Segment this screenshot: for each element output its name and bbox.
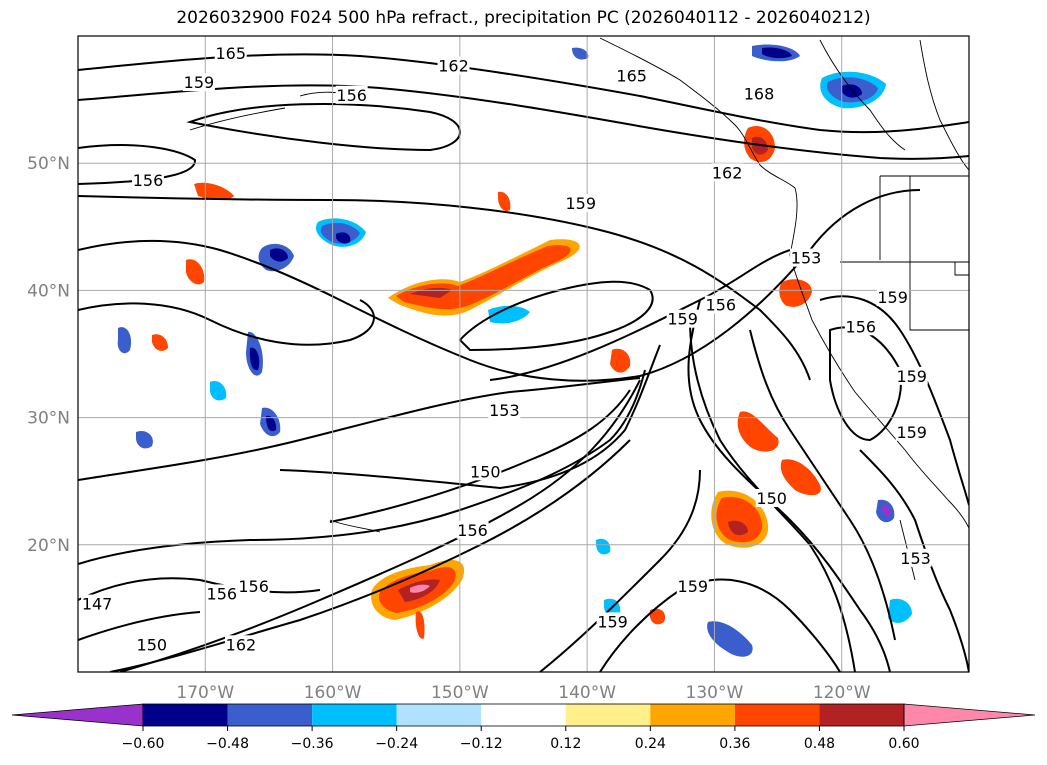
colorbar-tick-label: 0.48 [804, 736, 835, 752]
contour-label-bg [237, 576, 270, 595]
contour-label: 159 [597, 612, 628, 631]
latitude-labels: 20°N 30°N 40°N 50°N [27, 154, 70, 556]
contour-label-bg [135, 635, 168, 654]
contour-label-bg [755, 489, 788, 508]
lat-tick-label: 50°N [27, 154, 70, 174]
contour-label: 159 [877, 288, 908, 307]
colorbar-tick-label: 0.36 [719, 736, 750, 752]
contour-label-bg [132, 171, 165, 190]
precipitation-shading [117, 44, 912, 657]
contour-label-bg [615, 66, 648, 85]
contour-label: 159 [566, 194, 597, 213]
colorbar-swatch [565, 704, 651, 726]
contour-label-bg [335, 85, 368, 104]
contour-label-bg [456, 520, 489, 539]
colorbar-swatch [396, 704, 482, 726]
contour-label-bg [469, 462, 502, 481]
lat-tick-label: 40°N [27, 281, 70, 301]
lon-tick-label: 120°W [813, 683, 871, 703]
map-frame [77, 35, 970, 673]
contour-label-bg [437, 56, 470, 75]
colorbar-swatch [312, 704, 397, 726]
contour-label-bg [564, 193, 597, 212]
contour-label-bg [81, 594, 114, 613]
contour-label: 168 [744, 85, 775, 104]
lon-tick-label: 140°W [558, 683, 616, 703]
contour-label: 159 [678, 577, 709, 596]
contour-label-bg [488, 401, 521, 420]
colorbar-swatch [143, 704, 228, 726]
contour-label: 156 [336, 86, 367, 105]
colorbar-extend-low [11, 703, 144, 727]
graticule [78, 36, 969, 672]
contour-label: 153 [489, 401, 520, 420]
contour-label: 150 [137, 635, 168, 654]
contour-label-bg [876, 288, 909, 307]
lon-tick-label: 150°W [431, 683, 489, 703]
contour-label-bg [666, 309, 699, 328]
contour-label: 162 [226, 635, 257, 654]
colorbar-swatch [227, 704, 313, 726]
contour-label-bg [596, 612, 629, 631]
contour-label: 156 [133, 171, 164, 190]
contour-label: 156 [238, 577, 269, 596]
contour-label-bg [711, 163, 744, 182]
contour-label: 150 [756, 489, 787, 508]
colorbar-swatch [481, 704, 566, 726]
contour-label-bg [899, 548, 932, 567]
contour-label-bg [214, 43, 247, 62]
contour-label-bg [790, 248, 823, 267]
contour-label-bg [676, 576, 709, 595]
lon-tick-label: 170°W [176, 683, 234, 703]
contour-label: 165 [616, 67, 647, 86]
contour-label-bg [895, 366, 928, 385]
contour-label-bg [182, 73, 215, 92]
colorbar-tick-label: −0.48 [206, 736, 249, 752]
contour-label: 156 [846, 317, 877, 336]
map-title: 2026032900 F024 500 hPa refract., precip… [176, 8, 871, 28]
contour-label: 159 [896, 423, 927, 442]
lat-tick-label: 20°N [27, 536, 70, 556]
colorbar-extend-high [903, 703, 1036, 727]
contour-label: 156 [457, 521, 488, 540]
contour-label: 159 [184, 73, 215, 92]
contour-label: 156 [207, 584, 238, 603]
colorbar-tick-label: −0.24 [375, 736, 418, 752]
contour-label-bg [895, 422, 928, 441]
colorbar: −0.60 −0.48 −0.36 −0.24 −0.12 0.12 0.24 0.36 0.4… [11, 703, 1036, 752]
contour-label: 156 [706, 296, 737, 315]
contour-label-bg [704, 295, 737, 314]
lon-tick-label: 160°W [304, 683, 362, 703]
contour-label: 153 [791, 249, 822, 268]
colorbar-frame [142, 703, 905, 727]
contour-label-bg [844, 317, 877, 336]
colorbar-tick-label: 0.24 [635, 736, 666, 752]
colorbar-tick-label: −0.12 [460, 736, 503, 752]
contour-label: 147 [82, 595, 113, 614]
contour-label-bg [224, 635, 257, 654]
contour-label: 153 [900, 549, 931, 568]
contour-label: 150 [470, 462, 501, 481]
lat-tick-label: 30°N [27, 409, 70, 429]
colorbar-swatch [650, 704, 735, 726]
colorbar-tick-label: −0.36 [291, 736, 334, 752]
contour-label: 162 [712, 163, 743, 182]
contour-label: 159 [667, 310, 698, 329]
colorbar-swatch [819, 704, 904, 726]
contour-label-bg [205, 584, 238, 603]
lon-tick-label: 130°W [686, 683, 744, 703]
contour-label-bg [742, 84, 775, 103]
colorbar-tick-label: −0.60 [122, 736, 165, 752]
contour-label: 159 [896, 367, 927, 386]
colorbar-swatch [734, 704, 820, 726]
colorbar-tick-label: 0.12 [550, 736, 581, 752]
colorbar-tick-label: 0.60 [888, 736, 919, 752]
contour-label: 162 [438, 57, 469, 76]
contour-label: 165 [215, 44, 246, 63]
longitude-labels: 170°W 160°W 150°W 140°W 130°W 120°W [176, 683, 870, 703]
